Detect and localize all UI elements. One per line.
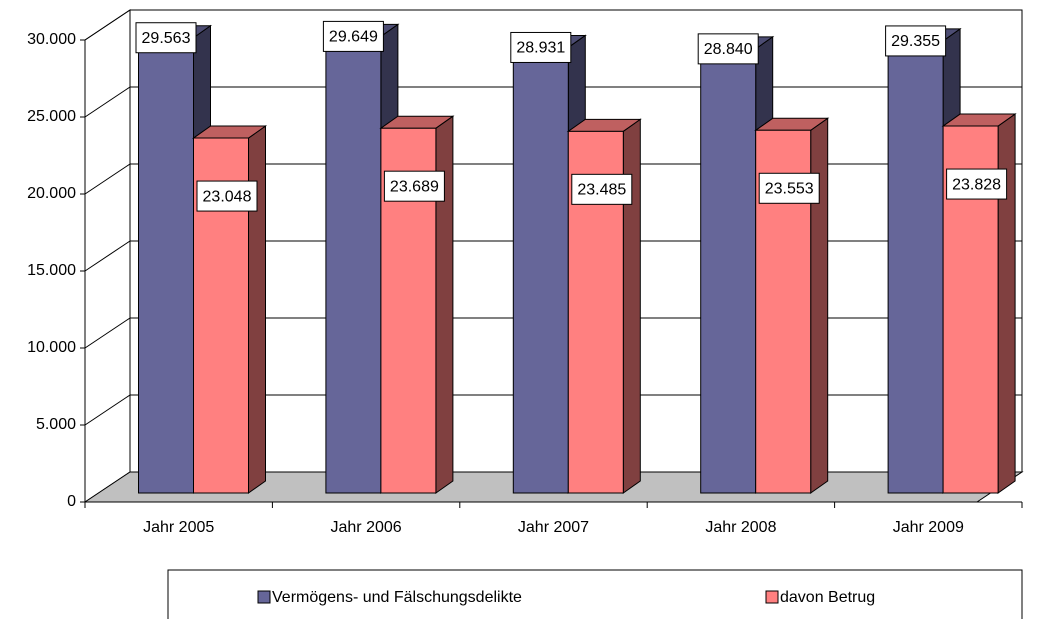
legend <box>167 569 1023 619</box>
data-label: 29.355 <box>891 33 940 50</box>
legend-label: Vermögens- und Fälschungsdelikte <box>272 589 522 606</box>
bar-face <box>942 125 999 494</box>
data-label: 23.553 <box>765 181 814 198</box>
bar <box>379 115 455 494</box>
data-label-box <box>885 25 947 57</box>
data-label: 29.649 <box>329 29 378 46</box>
grid-line <box>84 9 131 41</box>
data-label-box <box>510 31 572 63</box>
data-label: 23.485 <box>577 182 626 199</box>
grid-line <box>84 394 131 426</box>
bar-face <box>887 40 944 494</box>
x-tick-label: Jahr 2005 <box>143 519 214 536</box>
grid-line <box>84 86 131 118</box>
x-tick-label: Jahr 2009 <box>893 519 964 536</box>
y-tick-label: 5.000 <box>36 416 76 433</box>
y-tick-label: 20.000 <box>27 185 76 202</box>
x-tick-label: Jahr 2008 <box>705 519 776 536</box>
y-tick-label: 15.000 <box>27 262 76 279</box>
bar-face <box>700 48 757 494</box>
grid-line <box>84 163 131 195</box>
x-tick-label: Jahr 2006 <box>331 519 402 536</box>
data-label: 23.689 <box>390 178 439 195</box>
y-tick-label: 0 <box>67 493 76 510</box>
bar-face <box>380 127 437 494</box>
bar-face <box>755 129 812 494</box>
x-tick-label: Jahr 2007 <box>518 519 589 536</box>
bar-face <box>193 137 249 494</box>
data-label-box <box>135 22 197 54</box>
y-tick-label: 10.000 <box>27 339 76 356</box>
grid-line <box>84 317 131 349</box>
y-tick-label: 25.000 <box>27 108 76 125</box>
bar-face <box>567 130 624 494</box>
legend-label: davon Betrug <box>780 589 875 606</box>
data-label-box <box>196 180 258 212</box>
data-label: 29.563 <box>142 30 191 47</box>
data-label-box <box>758 172 820 204</box>
bar <box>941 113 1017 494</box>
bar <box>754 117 830 494</box>
data-label: 28.931 <box>516 40 565 57</box>
data-label: 23.828 <box>952 176 1001 193</box>
y-tick-label: 30.000 <box>27 31 76 48</box>
data-label-box <box>697 33 759 65</box>
legend-swatch <box>257 590 271 604</box>
data-label: 28.840 <box>704 41 753 58</box>
bar <box>191 125 268 494</box>
data-label-box <box>383 170 445 202</box>
grid-line <box>84 240 131 272</box>
bar-face <box>512 46 569 494</box>
bar-face <box>325 35 382 494</box>
bar <box>566 118 642 494</box>
legend-swatch <box>765 590 779 604</box>
data-label-box <box>571 173 633 205</box>
bar-face <box>138 37 194 494</box>
data-label-box <box>946 168 1008 200</box>
data-label: 23.048 <box>203 188 252 205</box>
data-label-box <box>322 20 384 52</box>
